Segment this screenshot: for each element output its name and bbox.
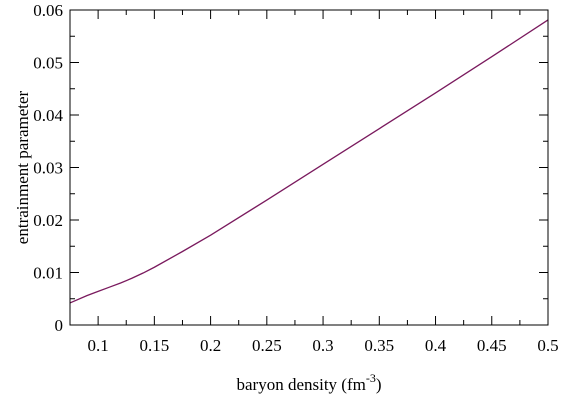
x-tick-label: 0.45 (477, 336, 507, 355)
y-tick-label: 0.01 (33, 264, 63, 283)
x-tick-label: 0.4 (425, 336, 447, 355)
y-tick-label: 0.06 (33, 1, 63, 20)
y-axis-title: entrainment parameter (13, 90, 32, 244)
x-axis-title-superscript: -3 (366, 371, 376, 385)
x-axis-title: baryon density (fm-3) (236, 371, 381, 394)
x-axis-title-suffix: ) (376, 375, 382, 394)
series-layer (69, 19, 549, 304)
x-axis-title-main: baryon density (fm (236, 375, 365, 394)
x-tick-label: 0.25 (252, 336, 282, 355)
y-tick-label: 0.03 (33, 159, 63, 178)
series-line (69, 19, 549, 304)
x-tick-label: 0.2 (200, 336, 221, 355)
x-tick-label: 0.15 (139, 336, 169, 355)
y-tick-label: 0.02 (33, 211, 63, 230)
y-tick-label: 0.04 (33, 106, 63, 125)
x-tick-label: 0.5 (537, 336, 558, 355)
tick-labels-layer: 0.1 0.15 0.2 0.25 0.3 0.35 0.4 0.45 0.5 0 0.01 0.02… (33, 1, 558, 355)
ticks-layer (69, 9, 549, 326)
y-tick-label: 0 (55, 316, 64, 335)
x-tick-label: 0.3 (312, 336, 333, 355)
x-tick-label: 0.1 (87, 336, 108, 355)
x-tick-label: 0.35 (364, 336, 394, 355)
plot-frame (69, 9, 549, 326)
y-tick-label: 0.05 (33, 54, 63, 73)
